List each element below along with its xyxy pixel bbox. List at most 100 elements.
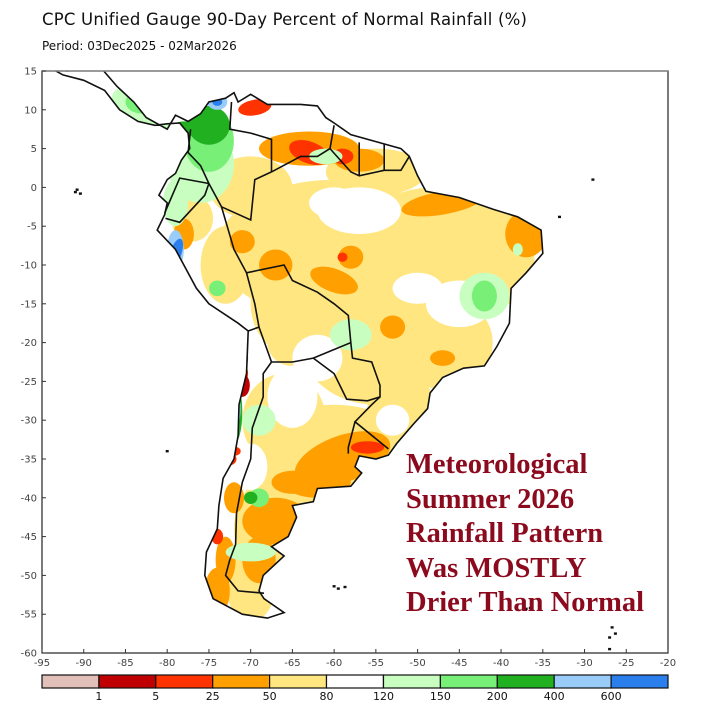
y-tick-label: -35 [21,455,37,466]
colorbar-label: 80 [320,690,334,703]
x-tick-label: -50 [409,658,425,669]
country-border [353,396,389,450]
rainfall-anomaly-patch [238,99,272,116]
y-tick-label: -20 [21,338,37,349]
country-border [329,148,410,177]
colorbar-swatch [382,674,442,689]
colorbar-swatch [553,674,612,689]
island-mark [78,192,82,195]
x-tick-label: -20 [660,658,676,669]
y-tick-label: -30 [21,416,37,427]
rainfall-anomaly-patch [163,179,188,227]
country-border [220,206,260,332]
rainfall-anomaly-patch [259,249,293,281]
rainfall-anomaly-patch [512,243,523,256]
annotation-line-3: Rainfall Pattern [406,518,604,549]
island-mark [75,188,79,191]
y-tick-label: -10 [21,261,37,272]
rainfall-anomaly-patch [350,441,385,454]
x-tick-label: -35 [535,658,551,669]
colorbar-label: 1 [95,690,102,703]
coastline [54,71,544,619]
colorbar-label: 120 [373,690,394,703]
colorbar-legend: 1 5 25 50 80 120 150 200 400 600 [41,674,669,703]
rainfall-anomaly-patch [430,350,456,366]
y-tick-label: 0 [31,183,37,194]
rainfall-anomaly-patch [337,252,348,262]
colorbar-swatch [98,674,157,689]
rainfall-anomaly-patch [234,443,268,491]
annotation-line-5: Drier Than Normal [406,587,645,618]
colorbar-label: 400 [544,690,565,703]
map-title: CPC Unified Gauge 90-Day Percent of Norm… [42,10,528,29]
rainfall-anomaly-patch [392,272,443,304]
rainfall-anomaly-patch [380,315,406,339]
x-tick-label: -95 [34,658,50,669]
rainfall-anomaly-patch [242,404,276,436]
country-border [271,125,335,173]
island-mark [528,606,532,610]
x-tick-label: -75 [201,658,217,669]
x-tick-label: -85 [117,658,133,669]
x-tick-label: -60 [326,658,342,669]
island-mark [332,585,336,588]
islands [73,178,617,651]
rainfall-anomaly-patch [229,230,255,254]
annotation-line-1: Meteorological [406,449,588,480]
island-mark [558,215,561,219]
y-tick-label: -40 [21,493,37,504]
rainfall-anomaly-patch [224,482,244,514]
x-tick-label: -90 [76,658,92,669]
x-tick-label: -45 [451,658,467,669]
colorbar-swatch [439,674,498,689]
y-tick-label: -50 [21,571,37,582]
colorbar-swatch [325,674,385,689]
island-mark [343,585,347,589]
y-tick-label: 15 [24,67,37,78]
country-borders [54,71,544,619]
colorbar-label: 600 [601,690,622,703]
y-tick-label: -45 [21,532,37,543]
island-mark [73,190,77,194]
y-axis: 15 10 5 0 -5 -10 -15 -20 -25 -30 -35 -40 -45 -50 -55 -6… [21,67,46,660]
x-tick-label: -40 [493,658,509,669]
colorbar-label: 25 [206,690,220,703]
rainfall-anomaly-patch [244,491,258,504]
y-tick-label: -5 [27,222,37,233]
x-tick-label: -30 [576,658,592,669]
colorbar-swatch [41,674,100,689]
x-tick-label: -70 [242,658,258,669]
island-mark [591,178,595,181]
country-border [187,101,273,222]
colorbar-swatch [212,674,271,689]
colorbar-swatch [496,674,555,689]
colorbar-swatch [610,674,669,689]
rainfall-anomaly-patch [209,280,226,297]
annotation-line-2: Summer 2026 [406,483,575,515]
country-border [347,421,356,454]
period-label: Period: 03Dec2025 - 02Mar2026 [42,39,237,53]
y-tick-label: -60 [21,649,37,660]
island-mark [613,632,617,635]
x-tick-label: -65 [284,658,300,669]
country-border [224,361,273,594]
x-tick-label: -55 [368,658,384,669]
colorbar-swatch [155,674,214,689]
rainfall-anomaly-patch [471,280,497,312]
y-tick-label: 5 [31,144,37,155]
rainfall-anomaly-patch [267,365,318,428]
island-mark [524,607,528,610]
colorbar-label: 50 [263,690,277,703]
country-border [163,177,210,214]
rainfall-anomaly-patch [375,404,410,436]
island-mark [608,647,612,651]
colorbar-label: 150 [430,690,451,703]
x-tick-label: -25 [618,658,634,669]
x-axis: -95 -90 -85 -80 -75 -70 -65 -60 -55 -50 -45 -40 -35 -… [34,649,676,669]
rainfall-anomaly-patch [338,245,364,269]
annotation-text: Meteorological Summer 2026 Rainfall Patt… [406,448,644,621]
island-mark [165,450,169,453]
y-tick-label: -25 [21,377,37,388]
rainfall-anomaly-patch [310,266,358,295]
